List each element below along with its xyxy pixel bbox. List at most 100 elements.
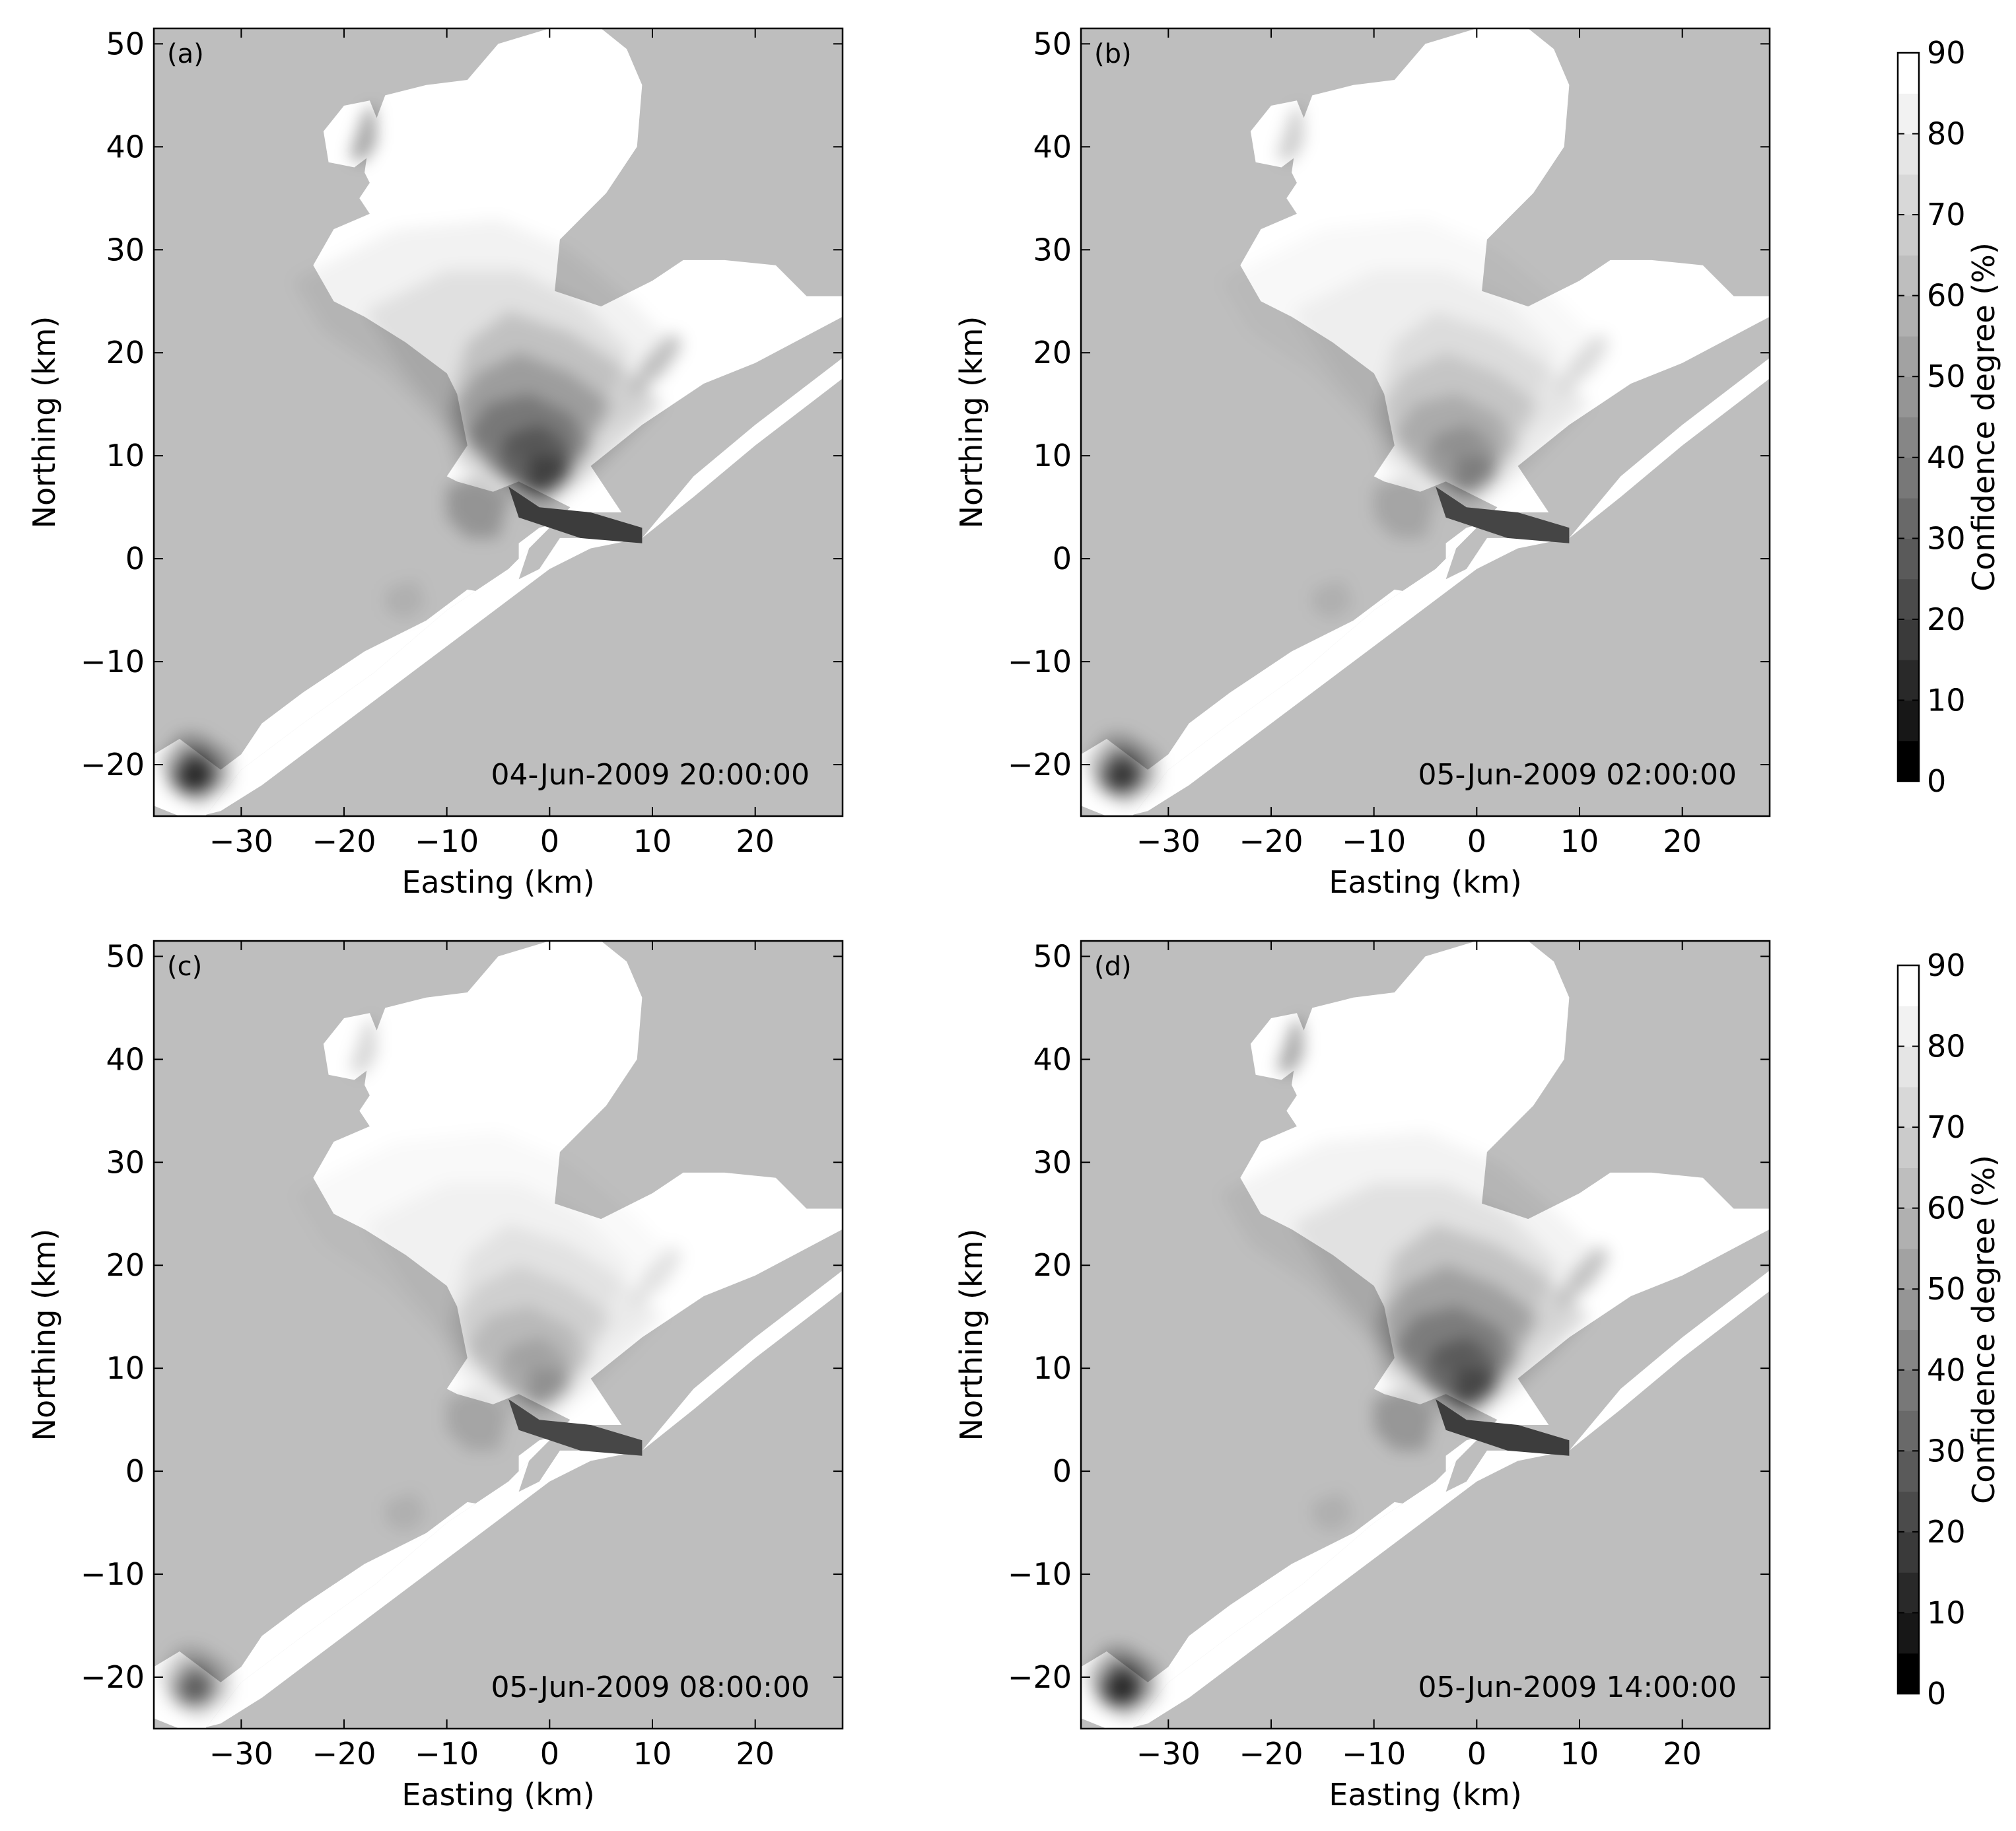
colorbar-tick-label: 50	[1927, 359, 1966, 394]
colorbar-tick-label: 30	[1927, 520, 1966, 556]
colorbar-level	[1898, 1369, 1919, 1411]
colorbar-level	[1898, 700, 1919, 742]
y-tick-label: 30	[106, 232, 145, 267]
y-tick-label: 10	[106, 1350, 145, 1386]
y-tick-label: 10	[1033, 438, 1072, 473]
colorbar-level	[1898, 295, 1919, 337]
colorbar-tick-label: 60	[1927, 278, 1966, 314]
colorbar-tick-label: 70	[1927, 1109, 1966, 1145]
colorbar-level	[1898, 133, 1919, 175]
plot-frame	[153, 940, 844, 1730]
x-tick-label: 0	[540, 823, 559, 859]
colorbar-tick-label: 80	[1927, 116, 1966, 152]
barrier-island	[200, 378, 843, 816]
colorbar-tick-label: 90	[1927, 35, 1966, 71]
x-tick-label: −30	[209, 1736, 273, 1772]
x-tick-label: 0	[540, 1736, 559, 1772]
x-tick-label: −20	[1239, 1736, 1303, 1772]
colorbar-level	[1898, 1329, 1919, 1371]
y-tick-label: 30	[1033, 232, 1072, 267]
y-tick-label: 40	[106, 129, 145, 164]
colorbar-level	[1898, 1208, 1919, 1249]
colorbar-level	[1898, 174, 1919, 215]
x-tick-label: −30	[1136, 1736, 1200, 1772]
colorbar-level	[1898, 417, 1919, 458]
colorbar-label: Confidence degree (%)	[1966, 1155, 2001, 1504]
island	[1445, 517, 1492, 580]
x-tick-label: −20	[1239, 823, 1303, 859]
colorbar-tick-label: 60	[1927, 1191, 1966, 1226]
x-axis-label: Easting (km)	[1329, 1777, 1521, 1813]
colorbar-label: Confidence degree (%)	[1966, 242, 2001, 592]
x-tick-label: 0	[1467, 1736, 1486, 1772]
colorbar-level	[1898, 93, 1919, 135]
colorbar-level	[1898, 457, 1919, 499]
y-axis-label: Northing (km)	[26, 316, 62, 529]
colorbar-level	[1898, 578, 1919, 620]
island	[1445, 1430, 1492, 1492]
x-tick-label: −10	[1342, 1736, 1406, 1772]
colorbar-tick-label: 40	[1927, 1352, 1966, 1388]
colorbar-level	[1898, 740, 1919, 782]
colorbar-level	[1898, 1086, 1919, 1128]
panel-label: (c)	[167, 951, 202, 982]
y-tick-label: −20	[1008, 747, 1072, 782]
colorbar-level	[1898, 1612, 1919, 1654]
y-tick-label: 50	[106, 26, 145, 61]
confidence-shading	[1086, 106, 1611, 806]
colorbar: 0 10 20 30 40 50 60 70 80 90 Confidence degree (%)	[1896, 35, 2001, 799]
colorbar-tick-label: 80	[1927, 1029, 1966, 1064]
y-tick-label: 0	[125, 541, 145, 576]
island	[518, 517, 565, 580]
colorbar-tick-label: 90	[1927, 948, 1966, 983]
colorbar-tick-label: 50	[1927, 1271, 1966, 1307]
y-tick-label: 20	[106, 335, 145, 370]
x-tick-label: 20	[1663, 1736, 1702, 1772]
colorbar-tick-label: 20	[1927, 602, 1966, 637]
colorbar-level	[1898, 215, 1919, 256]
colorbar-level	[1898, 1491, 1919, 1533]
y-tick-label: 10	[106, 438, 145, 473]
plot-frame	[153, 27, 844, 817]
map-panel-a: −30 −20 −10 0 10 20 50 40 30 20 10 0 −10 −20 Easting (…	[26, 26, 844, 900]
ship-channel	[1436, 1399, 1570, 1456]
x-tick-label: −30	[209, 823, 273, 859]
x-tick-label: 10	[633, 1736, 672, 1772]
y-tick-label: 40	[1033, 1041, 1072, 1077]
colorbar-level	[1898, 1572, 1919, 1614]
x-tick-label: 10	[1560, 823, 1599, 859]
x-tick-label: 10	[633, 823, 672, 859]
x-tick-label: −10	[415, 823, 479, 859]
x-tick-label: −20	[312, 823, 376, 859]
panel-label: (d)	[1094, 951, 1132, 982]
y-tick-label: 10	[1033, 1350, 1072, 1386]
ship-channel	[508, 1399, 643, 1456]
colorbar-tick-label: 10	[1927, 1595, 1966, 1630]
colorbar-level	[1898, 619, 1919, 660]
colorbar-level	[1898, 538, 1919, 580]
confidence-shading	[1086, 1018, 1611, 1719]
y-tick-label: 40	[1033, 129, 1072, 164]
y-tick-label: 0	[125, 1453, 145, 1489]
y-tick-label: −10	[1008, 1556, 1072, 1592]
x-tick-label: −10	[1342, 823, 1406, 859]
colorbar-level	[1898, 1451, 1919, 1492]
y-tick-label: 50	[1033, 26, 1072, 61]
y-tick-label: 20	[1033, 1247, 1072, 1283]
y-tick-label: 30	[106, 1144, 145, 1180]
colorbar-level	[1898, 498, 1919, 539]
timestamp-label: 05-Jun-2009 14:00:00	[1418, 1671, 1737, 1704]
colorbar-tick-label: 30	[1927, 1433, 1966, 1468]
x-tick-label: 20	[1663, 823, 1702, 859]
colorbar-level	[1898, 1410, 1919, 1451]
colorbar-level	[1898, 53, 1919, 94]
colorbar-level	[1898, 376, 1919, 418]
colorbar: 0 10 20 30 40 50 60 70 80 90 Confidence degree (%)	[1896, 948, 2001, 1711]
x-axis-label: Easting (km)	[1329, 864, 1521, 900]
y-axis-label: Northing (km)	[26, 1229, 62, 1441]
colorbar-level	[1898, 1167, 1919, 1209]
y-tick-label: −20	[1008, 1659, 1072, 1695]
colorbar-level	[1898, 660, 1919, 701]
x-tick-label: 20	[736, 1736, 775, 1772]
y-tick-label: 0	[1053, 1453, 1072, 1489]
